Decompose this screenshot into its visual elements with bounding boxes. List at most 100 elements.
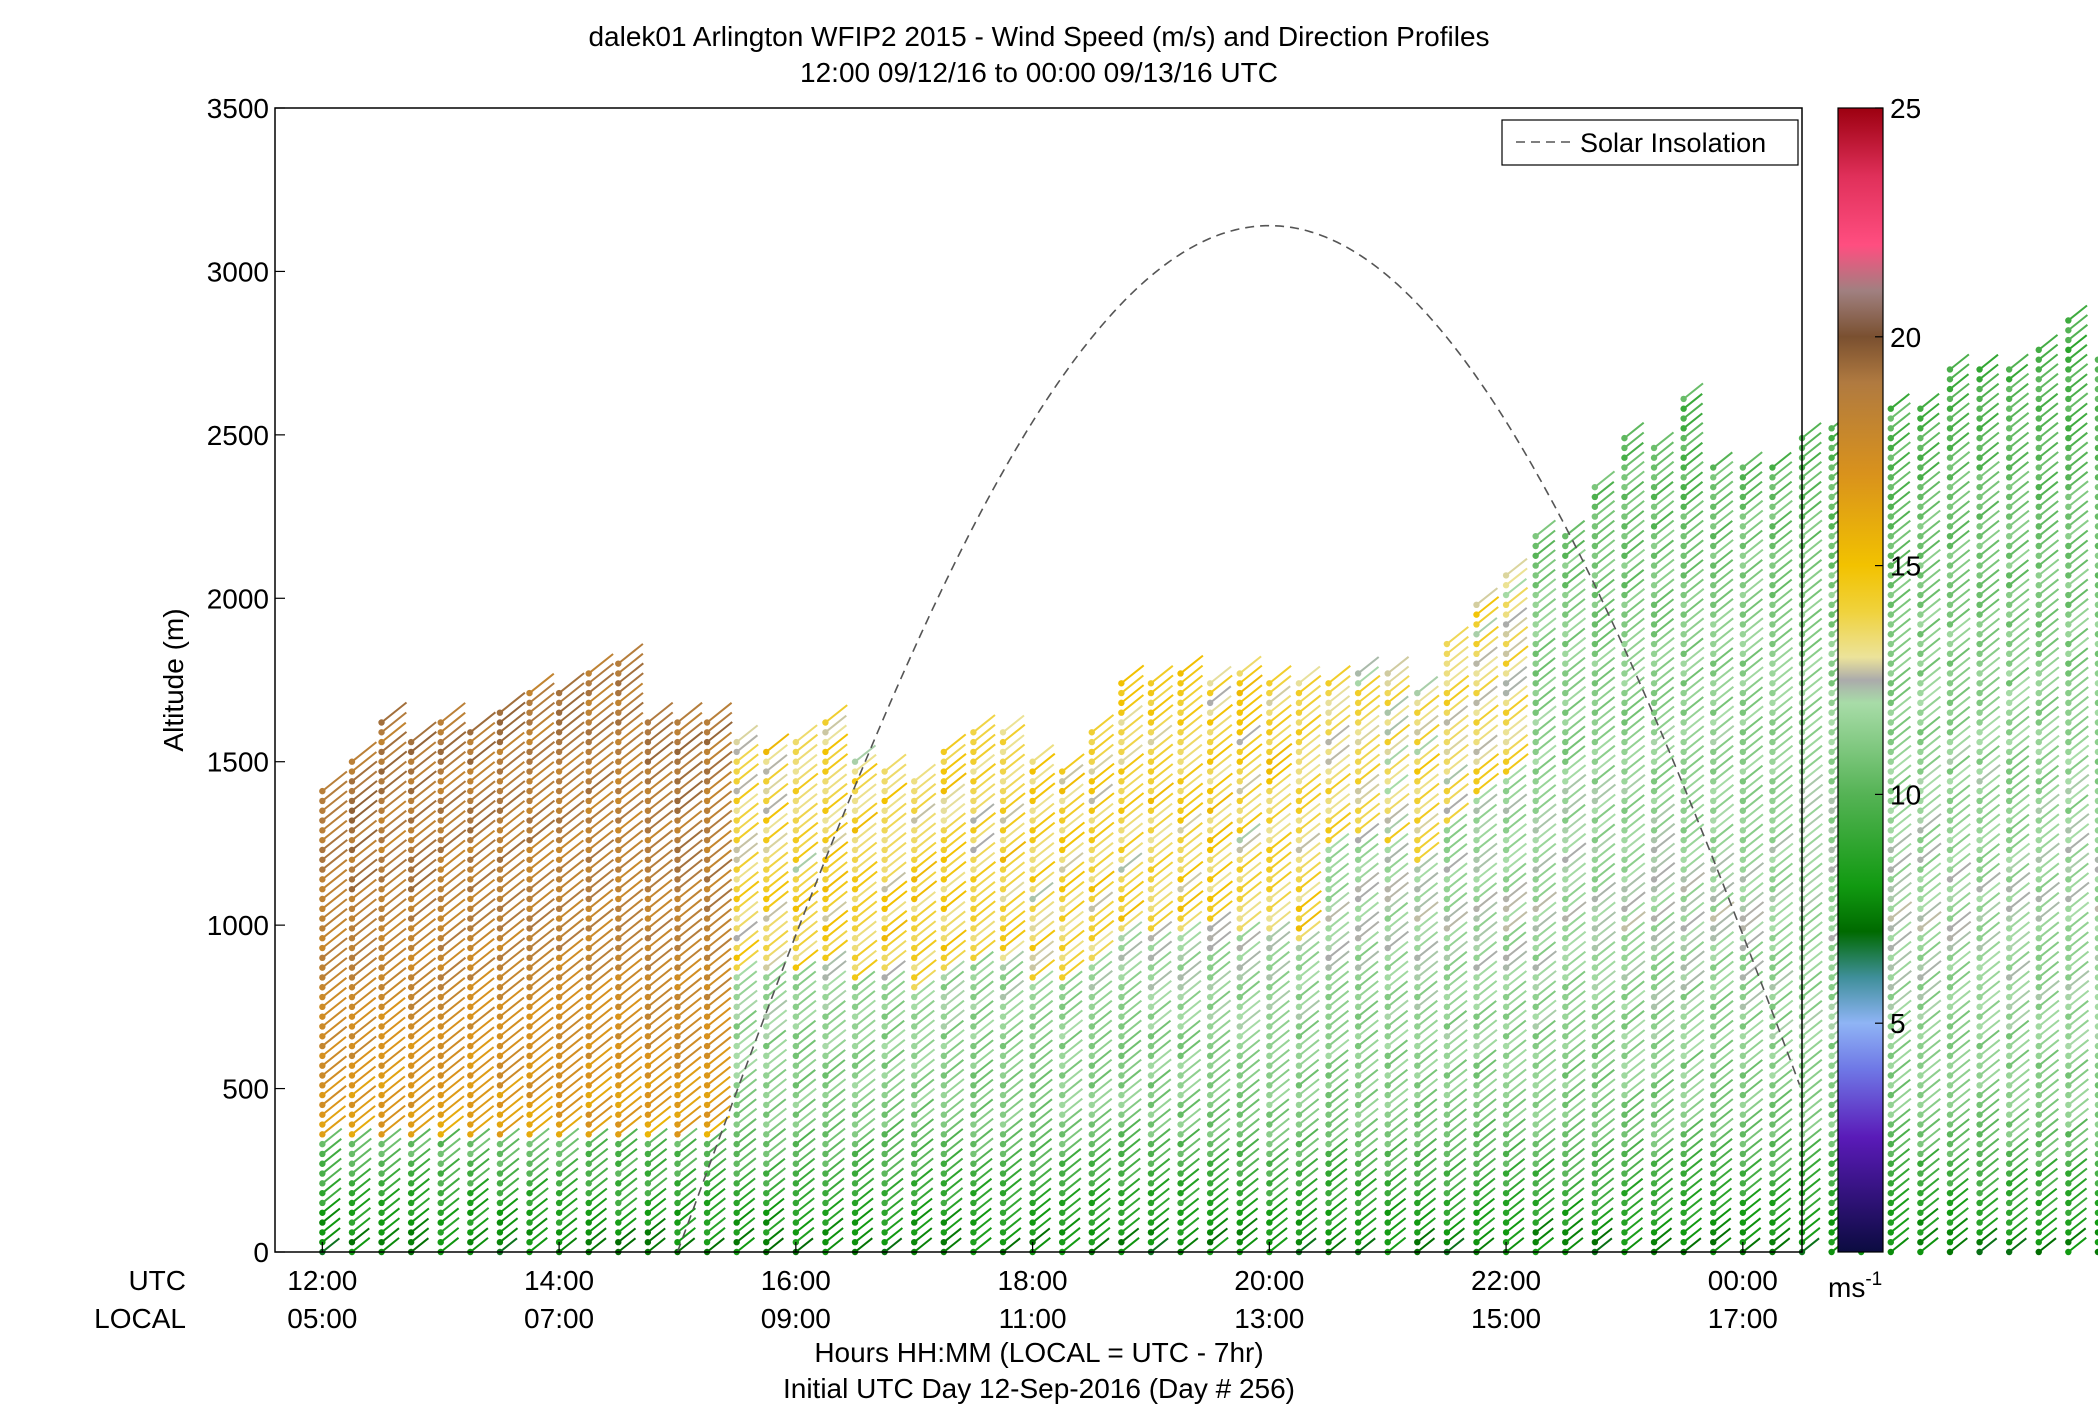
wind-barb bbox=[1446, 743, 1469, 763]
wind-barb bbox=[1002, 861, 1026, 881]
wind-barb bbox=[676, 1085, 702, 1106]
wind-barb bbox=[380, 839, 408, 861]
barb-dot bbox=[1177, 680, 1184, 687]
barb-dot bbox=[1473, 1111, 1480, 1118]
wind-barb bbox=[1298, 1117, 1320, 1136]
wind-barb bbox=[676, 1026, 703, 1047]
wind-barb bbox=[1387, 1217, 1407, 1234]
wind-barb bbox=[1120, 1009, 1142, 1028]
barb-dot bbox=[1443, 680, 1451, 687]
barb-dot bbox=[1029, 935, 1036, 942]
wind-barb bbox=[1387, 921, 1409, 939]
barb-dot bbox=[526, 974, 533, 981]
wind-barb bbox=[647, 957, 673, 979]
wind-barb bbox=[440, 1167, 461, 1185]
wind-barb bbox=[1150, 694, 1174, 714]
barb-dot bbox=[1236, 689, 1243, 697]
barb-dot bbox=[1591, 1180, 1599, 1187]
barb-dot bbox=[822, 787, 829, 795]
wind-barb bbox=[972, 861, 997, 881]
barb-dot bbox=[1236, 1062, 1243, 1069]
barb-dot bbox=[319, 1170, 326, 1177]
barb-dot bbox=[585, 1033, 592, 1040]
barb-dot bbox=[1177, 807, 1184, 814]
wind-barb bbox=[1120, 753, 1145, 773]
wind-barb bbox=[1179, 743, 1203, 763]
wind-barb bbox=[1387, 980, 1409, 998]
wind-barb bbox=[1535, 872, 1557, 890]
wind-barb bbox=[351, 1026, 377, 1047]
wind-barb bbox=[1387, 1236, 1407, 1253]
wind-barb bbox=[765, 1227, 785, 1243]
barb-dot bbox=[407, 1150, 415, 1158]
barb-dot bbox=[1502, 895, 1510, 903]
barb-dot bbox=[407, 1111, 415, 1118]
barb-dot bbox=[763, 935, 770, 942]
wind-barb bbox=[1535, 686, 1556, 704]
wind-barb bbox=[676, 1016, 703, 1038]
wind-barb bbox=[1298, 832, 1321, 851]
barb-dot bbox=[1414, 1111, 1421, 1118]
barb-dot bbox=[1532, 846, 1539, 854]
barb-dot bbox=[1295, 915, 1303, 922]
wind-barb bbox=[1179, 1237, 1199, 1253]
wind-barb bbox=[617, 997, 643, 1018]
wind-barb bbox=[1150, 871, 1173, 890]
wind-barb bbox=[1505, 940, 1528, 959]
wind-barb bbox=[913, 763, 937, 783]
barb-dot bbox=[940, 944, 948, 952]
barb-dot bbox=[1443, 895, 1451, 903]
wind-barb bbox=[1446, 772, 1470, 792]
barb-dot bbox=[999, 1013, 1007, 1020]
barb-dot bbox=[1473, 1082, 1480, 1089]
wind-barb bbox=[1387, 763, 1410, 783]
wind-barb bbox=[1091, 861, 1114, 881]
barb-dot bbox=[496, 817, 504, 824]
wind-barb bbox=[1475, 617, 1498, 636]
wind-barb bbox=[528, 957, 555, 979]
wind-barb bbox=[440, 1147, 461, 1165]
barb-dot bbox=[733, 974, 740, 981]
wind-barb bbox=[321, 888, 348, 910]
wind-barb bbox=[1298, 950, 1320, 969]
barb-dot bbox=[1118, 954, 1125, 962]
barb-dot bbox=[1088, 876, 1095, 883]
wind-barb bbox=[824, 1167, 845, 1185]
wind-barb bbox=[1120, 1029, 1142, 1047]
barb-dot bbox=[1295, 1209, 1303, 1216]
wind-barb bbox=[765, 1117, 787, 1136]
barb-dot bbox=[407, 1013, 415, 1020]
wind-barb bbox=[1387, 783, 1410, 802]
wind-barb bbox=[1535, 558, 1557, 577]
wind-barb bbox=[1446, 1117, 1468, 1136]
wind-barb bbox=[736, 939, 760, 959]
wind-barb bbox=[647, 888, 673, 910]
wind-barb bbox=[883, 763, 907, 783]
wind-barb bbox=[854, 762, 878, 783]
wind-barb bbox=[558, 1217, 578, 1234]
wind-barb bbox=[706, 967, 732, 989]
wind-barb bbox=[410, 799, 437, 822]
barb-dot bbox=[763, 1052, 770, 1060]
barb-dot bbox=[1414, 1189, 1421, 1197]
wind-barb bbox=[1505, 891, 1528, 910]
wind-barb bbox=[1002, 871, 1026, 890]
barb-dot bbox=[585, 964, 592, 971]
barb-dot bbox=[1354, 1229, 1362, 1236]
barb-dot bbox=[1058, 836, 1066, 844]
barb-dot bbox=[644, 729, 652, 736]
barb-dot bbox=[1532, 1013, 1539, 1020]
wind-barb bbox=[1535, 803, 1557, 822]
wind-barb bbox=[380, 878, 407, 900]
wind-barb bbox=[647, 1085, 673, 1106]
barb-dot bbox=[496, 974, 504, 981]
wind-barb bbox=[1268, 831, 1293, 851]
wind-barb bbox=[1091, 970, 1113, 989]
wind-barb bbox=[1416, 782, 1440, 802]
wind-barb bbox=[1357, 1167, 1378, 1185]
wind-barb bbox=[972, 773, 996, 792]
barb-dot bbox=[733, 1219, 740, 1226]
wind-barb bbox=[469, 721, 496, 743]
wind-barb bbox=[1179, 1048, 1202, 1067]
wind-barb bbox=[528, 898, 555, 920]
